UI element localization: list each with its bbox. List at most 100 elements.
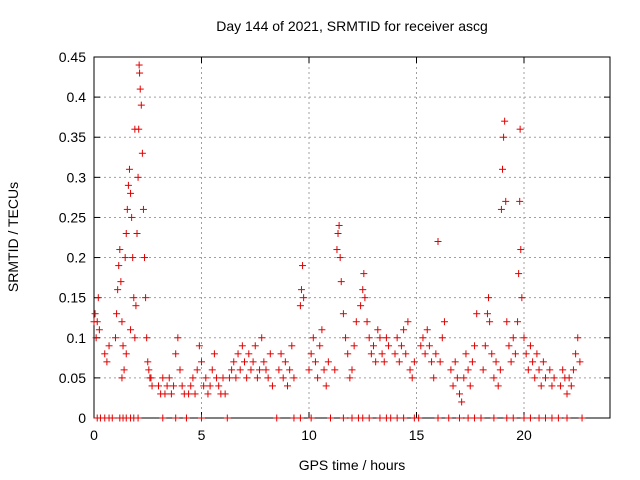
data-point: [128, 213, 136, 221]
data-point: [352, 318, 360, 326]
data-point: [331, 366, 339, 374]
data-point: [335, 221, 343, 229]
data-point: [357, 302, 365, 310]
data-point: [522, 350, 530, 358]
data-point: [165, 374, 173, 382]
data-point: [548, 414, 556, 422]
data-point: [499, 165, 506, 173]
data-point: [256, 366, 264, 374]
data-point: [344, 350, 352, 358]
data-point: [391, 350, 399, 358]
data-point: [449, 382, 457, 390]
data-point: [490, 414, 498, 422]
data-point: [567, 382, 575, 390]
data-point: [122, 229, 130, 237]
data-point: [143, 334, 151, 342]
data-point: [247, 366, 255, 374]
y-tick-label: 0.25: [59, 209, 86, 225]
data-point: [322, 382, 330, 390]
data-point: [273, 414, 281, 422]
data-point: [134, 173, 142, 181]
data-point: [479, 366, 487, 374]
data-point: [520, 334, 528, 342]
data-point: [193, 366, 201, 374]
data-point: [537, 382, 545, 390]
data-point: [408, 374, 416, 382]
y-tick-label: 0.1: [67, 330, 87, 346]
data-point: [174, 334, 182, 342]
data-point: [464, 366, 472, 374]
data-point: [223, 414, 231, 422]
data-point: [297, 286, 305, 294]
data-point: [471, 342, 479, 350]
data-point: [264, 374, 272, 382]
data-point: [195, 342, 203, 350]
data-point: [172, 350, 180, 358]
data-point: [436, 358, 444, 366]
data-point: [127, 326, 135, 334]
data-point: [105, 342, 113, 350]
data-point: [477, 414, 485, 422]
data-point: [133, 229, 141, 237]
data-point: [569, 366, 577, 374]
data-point: [137, 101, 145, 109]
data-point: [139, 205, 147, 213]
data-point: [228, 366, 236, 374]
data-point: [135, 125, 143, 133]
data-point: [464, 414, 472, 422]
data-points: [90, 61, 586, 422]
data-point: [108, 414, 116, 422]
data-point: [578, 414, 586, 422]
data-point: [163, 382, 171, 390]
data-point: [397, 342, 405, 350]
data-point: [348, 366, 356, 374]
data-point: [486, 318, 494, 326]
data-point: [159, 374, 167, 382]
axis-ticks: 0 0.05 0.1 0.15 0.2 0.25 0.3 0.35 0.4 0.45 0 5 10 15 2…: [59, 49, 610, 443]
data-point: [497, 205, 505, 213]
data-point: [202, 374, 210, 382]
data-point: [503, 318, 511, 326]
data-point: [434, 238, 442, 246]
data-point: [503, 414, 511, 422]
data-point: [120, 366, 128, 374]
data-point: [518, 294, 526, 302]
data-point: [299, 262, 307, 270]
x-tick-label: 10: [301, 427, 317, 443]
data-point: [466, 382, 474, 390]
data-point: [539, 358, 547, 366]
data-point: [559, 366, 567, 374]
data-point: [393, 334, 401, 342]
data-point: [232, 374, 240, 382]
data-point: [360, 270, 368, 278]
data-point: [387, 414, 395, 422]
data-point: [526, 342, 534, 350]
data-point: [456, 414, 463, 422]
data-point: [249, 358, 257, 366]
x-tick-label: 15: [409, 427, 425, 443]
data-point: [515, 270, 523, 278]
data-point: [309, 334, 317, 342]
data-point: [367, 350, 375, 358]
data-point: [284, 382, 291, 390]
data-point: [159, 414, 167, 422]
data-point: [490, 374, 498, 382]
data-point: [395, 358, 403, 366]
data-point: [118, 318, 126, 326]
data-point: [339, 310, 347, 318]
data-point: [311, 358, 319, 366]
data-point: [485, 294, 493, 302]
data-point: [277, 350, 285, 358]
data-point: [131, 334, 139, 342]
data-point: [238, 342, 246, 350]
data-point: [93, 318, 101, 326]
data-point: [116, 246, 124, 254]
data-point: [318, 326, 326, 334]
data-point: [142, 294, 150, 302]
y-tick-label: 0.4: [67, 89, 87, 105]
data-point: [359, 414, 367, 422]
data-point: [563, 414, 571, 422]
data-point: [275, 366, 283, 374]
data-point: [415, 414, 423, 422]
data-point: [445, 414, 453, 422]
